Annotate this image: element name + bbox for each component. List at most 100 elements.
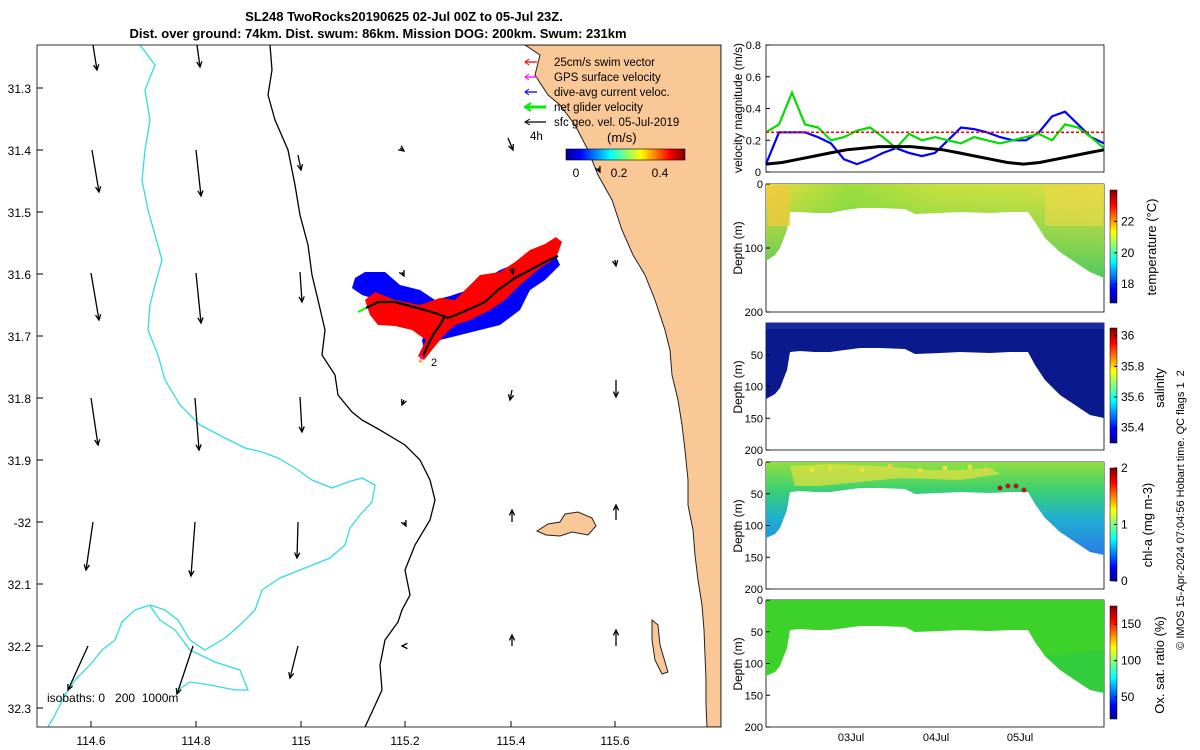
depth-tick-label: 200 <box>745 445 763 457</box>
legend-item-dive-avg: dive-avg current veloc. <box>524 87 670 99</box>
depth-tick-label: 100 <box>745 382 763 394</box>
sfc-geo-arrowhead <box>94 439 101 447</box>
chla-colorbar-ticks: 0 1 2 <box>1114 461 1128 588</box>
temperature-colorbar <box>1109 189 1118 304</box>
temperature-surface-warm <box>768 186 790 226</box>
sfc-geo-arrowhead <box>95 186 102 194</box>
chla-panel: 0 50 100 150 200 Depth (m) 0 1 2 chl-a (mg m-3… <box>731 457 1155 596</box>
lat-tick-label: 32.3 <box>8 702 32 716</box>
sfc-geo-velocity-arrows <box>67 45 620 696</box>
title-line-2: Dist. over ground: 74km. Dist. swum: 86k… <box>129 26 626 41</box>
time-tick-04jul: 04Jul <box>923 732 949 744</box>
svg-text:25cm/s swim vector: 25cm/s swim vector <box>554 57 655 69</box>
chla-dot <box>917 467 923 473</box>
chla-dot <box>809 467 815 473</box>
isobath-1000 <box>47 45 376 727</box>
isobath-1000-lobe <box>149 605 249 691</box>
sfc-geo-arrow <box>195 149 202 197</box>
chla-y-axis: 0 50 100 150 200 <box>745 457 770 596</box>
svg-text:net glider velocity: net glider velocity <box>554 102 643 114</box>
cbar-tick-label: 100 <box>1121 654 1141 668</box>
garden-island <box>651 618 669 675</box>
velocity-series <box>764 89 1105 166</box>
sfc-geo-arrow <box>67 645 89 691</box>
colorbar-tick-0: 0 <box>573 166 580 180</box>
chla-dot <box>859 467 865 473</box>
colorbar-tick-2: 0.4 <box>652 166 669 180</box>
depth-tick-label: 0 <box>757 595 763 607</box>
map-frame <box>36 44 722 728</box>
depth-tick-label: 100 <box>745 521 763 533</box>
salinity-colorbar <box>1109 327 1118 444</box>
velocity-y-tick-label: 0 <box>755 167 761 179</box>
isobath-200 <box>267 45 436 727</box>
sfc-geo-arrowhead <box>94 314 102 322</box>
colorbar-tick-1: 0.2 <box>611 166 628 180</box>
sfc-geo-arrowhead <box>298 296 305 304</box>
chla-dot <box>997 485 1003 491</box>
chla-dot <box>887 463 893 469</box>
time-axis: 03Jul 04Jul 05Jul <box>838 732 1033 744</box>
map-colorbar <box>565 148 686 161</box>
velocity-y-tick-label: 0.6 <box>746 72 761 84</box>
sfc-geo-arrowhead <box>296 164 304 172</box>
salinity-cbar-label: salinity <box>1152 368 1167 408</box>
sfc-geo-arrow <box>299 396 303 433</box>
sfc-geo-arrowhead <box>612 503 620 511</box>
depth-tick-label: 200 <box>745 307 763 319</box>
velocity-y-tick-label: 0.2 <box>746 135 761 147</box>
velocity-y-axis: 0 0.2 0.4 0.6 0.8 <box>746 40 770 179</box>
salinity-ylabel: Depth (m) <box>731 360 745 413</box>
legend-item-sfc-geo: sfc geo. vel. 05-Jul-2019 <box>524 117 679 129</box>
cbar-tick-label: 20 <box>1121 246 1135 260</box>
cbar-tick-label: 35.4 <box>1121 421 1145 435</box>
temperature-cbar-label: temperature (°C) <box>1144 199 1159 296</box>
sfc-geo-arrowhead <box>293 552 301 560</box>
temperature-ylabel: Depth (m) <box>731 221 745 274</box>
time-tick-03jul: 03Jul <box>838 732 864 744</box>
sfc-geo-arrowhead <box>188 570 195 578</box>
sfc-geo-arrow <box>196 45 201 68</box>
chla-dot <box>942 465 948 471</box>
temperature-y-axis: 0 100 200 <box>745 179 770 319</box>
time-scale-label: 4h <box>530 131 543 143</box>
sfc-geo-arrow <box>297 154 302 171</box>
sfc-geo-arrowhead <box>400 642 408 650</box>
velocity-y-tick-label: 0.8 <box>746 40 761 52</box>
temperature-surface-warm-right <box>1045 186 1103 226</box>
sfc-geo-arrowhead <box>612 260 619 268</box>
depth-tick-label: 50 <box>751 627 763 639</box>
colorbar-unit: (m/s) <box>607 130 637 145</box>
map-legend: 25cm/s swim vector GPS surface velocity … <box>523 57 686 180</box>
depth-tick-label: 200 <box>745 722 763 734</box>
sfc-geo-arrowhead <box>67 683 74 692</box>
sfc-geo-arrowhead <box>93 64 100 72</box>
temperature-colorbar-ticks: 18 20 22 <box>1114 214 1135 291</box>
lat-tick-label: 32.2 <box>8 640 32 654</box>
sfc-geo-arrow <box>190 521 196 577</box>
lat-tick-label: -32 <box>14 516 32 530</box>
cbar-tick-label: 35.6 <box>1121 390 1145 404</box>
lon-tick-label: 114.6 <box>76 734 105 748</box>
svg-text:dive-avg current veloc.: dive-avg current veloc. <box>554 87 670 99</box>
track-end-marker-2 <box>418 357 424 364</box>
sfc-geo-arrowhead <box>507 394 515 402</box>
cbar-tick-label: 1 <box>1121 518 1128 532</box>
salinity-panel: 50 100 150 200 Depth (m) 35.4 35.6 35.8 36 sal… <box>731 322 1167 457</box>
depth-tick-label: 100 <box>745 659 763 671</box>
sfc-geo-arrow <box>90 397 99 446</box>
sfc-geo-arrow <box>507 137 514 151</box>
glider-track <box>365 255 559 320</box>
cbar-tick-label: 35.8 <box>1121 359 1145 373</box>
cbar-tick-label: 50 <box>1121 690 1135 704</box>
lon-tick-label: 115.6 <box>600 734 629 748</box>
sfc-geo-arrow <box>85 521 94 571</box>
sfc-geo-arrow <box>90 272 100 321</box>
chla-cbar-label: chl-a (mg m-3) <box>1140 483 1155 568</box>
sfc-geo-arrowhead <box>83 564 90 572</box>
temperature-deep <box>766 184 1104 278</box>
sfc-geo-arrowhead <box>508 508 516 516</box>
lat-tick-label: 31.7 <box>8 330 32 344</box>
velocity-panel: 0 0.2 0.4 0.6 0.8 velocity magnitude (m/s) <box>731 40 1105 179</box>
